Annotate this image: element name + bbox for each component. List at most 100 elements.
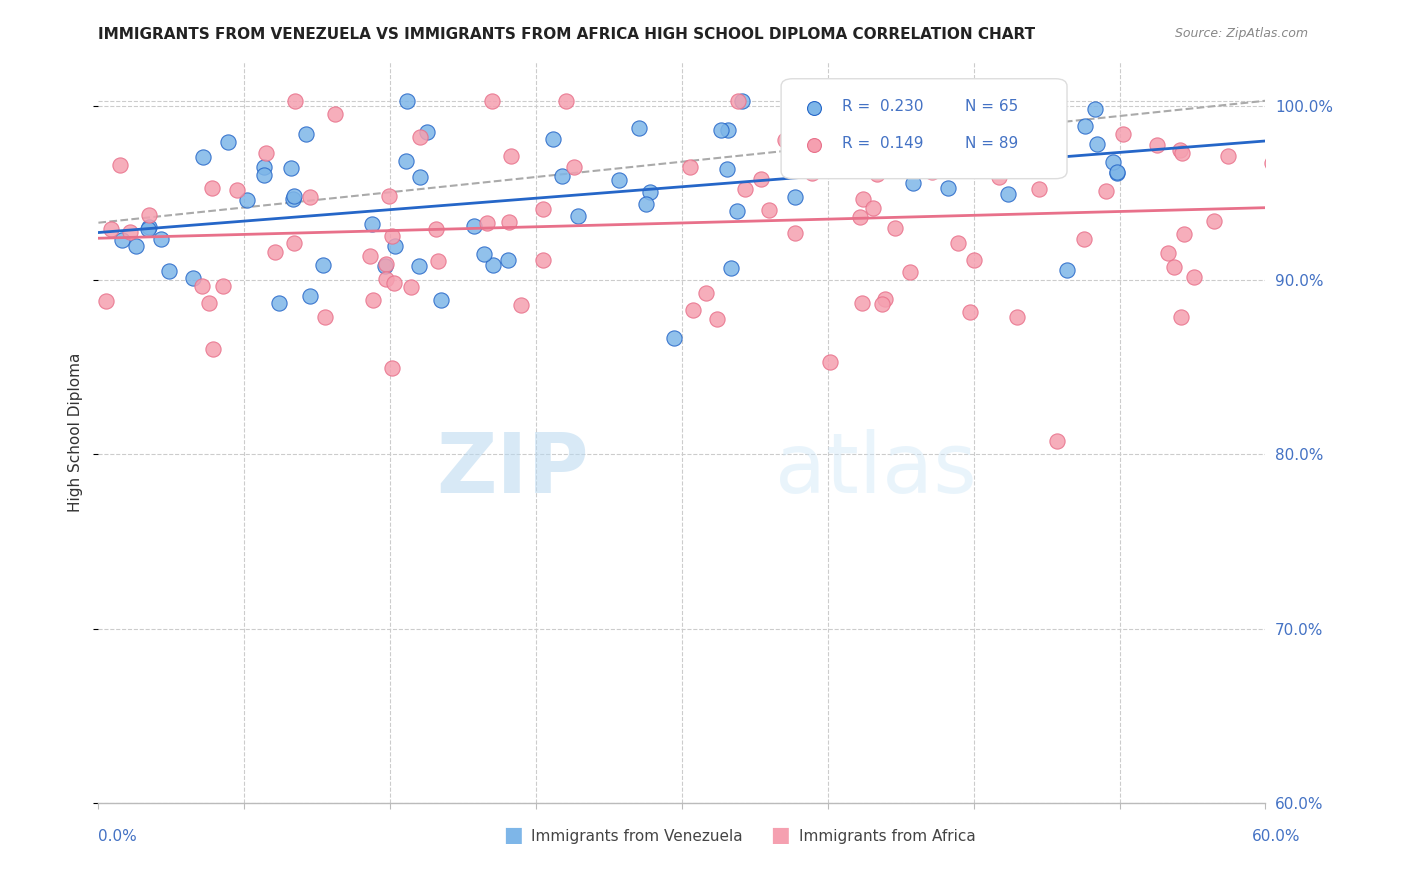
- Point: [299, 190, 322, 204]
- Point: [1261, 156, 1284, 170]
- Point: [283, 189, 305, 203]
- Point: [609, 172, 631, 186]
- Point: [482, 258, 505, 272]
- Point: [325, 107, 347, 121]
- Text: 60.0%: 60.0%: [1253, 830, 1301, 844]
- Point: [783, 227, 806, 241]
- Point: [399, 280, 422, 294]
- Point: [852, 193, 875, 207]
- Point: [475, 216, 498, 230]
- Point: [181, 271, 204, 285]
- Point: [800, 166, 823, 180]
- Point: [807, 152, 830, 166]
- Point: [1146, 137, 1168, 152]
- Point: [374, 259, 396, 273]
- Point: [1112, 128, 1135, 142]
- FancyBboxPatch shape: [782, 78, 1067, 178]
- Point: [634, 197, 657, 211]
- Point: [157, 264, 180, 278]
- Point: [1202, 214, 1225, 228]
- Point: [254, 146, 277, 161]
- Point: [408, 130, 430, 145]
- Point: [375, 272, 398, 286]
- Point: [96, 293, 118, 308]
- Point: [820, 354, 842, 368]
- Point: [716, 161, 738, 176]
- Point: [678, 160, 700, 174]
- Point: [312, 258, 335, 272]
- Point: [773, 133, 796, 147]
- Point: [555, 94, 578, 108]
- Point: [727, 94, 749, 108]
- Point: [217, 136, 239, 150]
- Point: [110, 158, 132, 172]
- Point: [710, 122, 733, 136]
- Point: [314, 310, 336, 325]
- Point: [138, 208, 160, 222]
- Point: [298, 289, 321, 303]
- Point: [1074, 119, 1097, 133]
- Point: [1279, 207, 1302, 221]
- Point: [1216, 148, 1239, 162]
- Point: [384, 239, 406, 253]
- Text: ■: ■: [503, 825, 523, 845]
- Point: [1163, 260, 1185, 275]
- Point: [235, 194, 257, 208]
- Point: [562, 160, 585, 174]
- Point: [409, 169, 432, 184]
- Point: [880, 94, 903, 108]
- Point: [1028, 159, 1050, 173]
- Point: [912, 161, 935, 176]
- Point: [628, 121, 651, 136]
- Point: [851, 125, 873, 139]
- Point: [640, 185, 662, 199]
- Point: [531, 253, 554, 268]
- Point: [395, 94, 418, 108]
- Point: [118, 225, 141, 239]
- Point: [862, 202, 884, 216]
- Point: [1107, 166, 1129, 180]
- Point: [1084, 102, 1107, 116]
- Point: [509, 298, 531, 312]
- Point: [425, 222, 447, 236]
- Point: [284, 94, 307, 108]
- Point: [889, 141, 911, 155]
- Point: [263, 245, 285, 260]
- Point: [150, 231, 173, 245]
- Point: [1275, 153, 1298, 168]
- Point: [1028, 182, 1050, 196]
- Point: [682, 303, 704, 318]
- Point: [717, 123, 740, 137]
- Text: Immigrants from Venezuela: Immigrants from Venezuela: [531, 830, 744, 844]
- Point: [531, 202, 554, 217]
- Point: [496, 253, 519, 268]
- Point: [360, 218, 382, 232]
- Point: [1173, 227, 1195, 241]
- Point: [111, 233, 134, 247]
- Point: [1085, 136, 1108, 151]
- Point: [416, 125, 439, 139]
- Point: [866, 167, 889, 181]
- Point: [198, 296, 221, 310]
- Point: [280, 161, 302, 176]
- Point: [1170, 143, 1192, 157]
- Text: atlas: atlas: [775, 429, 977, 510]
- Point: [872, 296, 894, 310]
- Point: [1073, 232, 1095, 246]
- Point: [253, 168, 276, 182]
- Point: [957, 149, 980, 163]
- Point: [382, 276, 405, 290]
- Point: [1105, 165, 1128, 179]
- Point: [125, 239, 148, 253]
- Point: [901, 176, 924, 190]
- Text: R =  0.149: R = 0.149: [842, 136, 924, 152]
- Point: [463, 219, 485, 234]
- Point: [884, 221, 907, 235]
- Point: [875, 292, 897, 306]
- Text: ZIP: ZIP: [436, 429, 589, 510]
- Point: [1279, 294, 1302, 309]
- Point: [281, 192, 304, 206]
- Text: IMMIGRANTS FROM VENEZUELA VS IMMIGRANTS FROM AFRICA HIGH SCHOOL DIPLOMA CORRELAT: IMMIGRANTS FROM VENEZUELA VS IMMIGRANTS …: [98, 27, 1036, 42]
- Point: [499, 149, 522, 163]
- Point: [959, 305, 981, 319]
